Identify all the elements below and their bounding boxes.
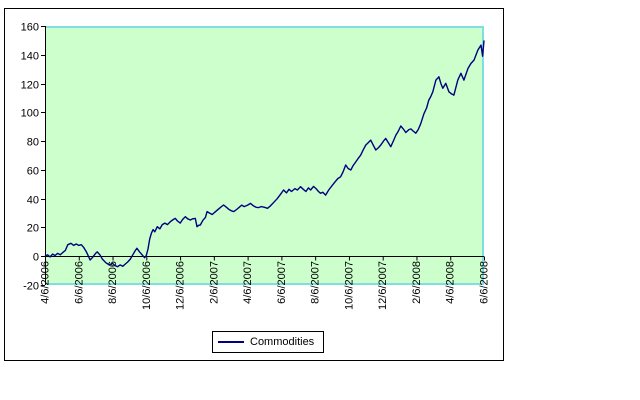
y-tick-label: 100 bbox=[21, 108, 39, 120]
legend-label: Commodities bbox=[250, 335, 315, 348]
x-tick-label: 2/6/2008 bbox=[411, 261, 423, 304]
y-tick-label: 0 bbox=[33, 252, 39, 264]
x-tick-label: 4/6/2007 bbox=[242, 261, 254, 304]
x-tick-label: 4/6/2006 bbox=[40, 261, 52, 304]
x-tick-label: 12/6/2006 bbox=[175, 261, 187, 310]
x-tick-label: 8/6/2006 bbox=[107, 261, 119, 304]
legend-box[interactable]: Commodities bbox=[212, 331, 324, 353]
x-tick-label: 6/6/2008 bbox=[479, 261, 491, 304]
x-tick-label: 12/6/2007 bbox=[377, 261, 389, 310]
x-tick-label: 6/6/2007 bbox=[276, 261, 288, 304]
legend-line-sample-commodities bbox=[218, 341, 244, 343]
x-tick-label: 8/6/2007 bbox=[310, 261, 322, 304]
y-tick-label: 60 bbox=[27, 166, 39, 178]
x-tick-label: 6/6/2006 bbox=[73, 261, 85, 304]
y-tick-label: 160 bbox=[21, 22, 39, 34]
x-tick-label: 10/6/2006 bbox=[141, 261, 153, 310]
series-line-commodities[interactable] bbox=[44, 40, 485, 268]
y-tick-label: -20 bbox=[23, 281, 39, 293]
plot-area-border bbox=[45, 26, 484, 285]
y-tick-label: 40 bbox=[27, 195, 39, 207]
plot-area[interactable] bbox=[45, 26, 484, 285]
x-tick-label: 4/6/2008 bbox=[445, 261, 457, 304]
y-tick-label: 20 bbox=[27, 223, 39, 235]
x-tick-label: 10/6/2007 bbox=[343, 261, 355, 310]
y-tick-label: 140 bbox=[21, 51, 39, 63]
y-tick-label: 120 bbox=[21, 80, 39, 92]
x-tick-label: 2/6/2007 bbox=[208, 261, 220, 304]
y-tick-label: 80 bbox=[27, 137, 39, 149]
